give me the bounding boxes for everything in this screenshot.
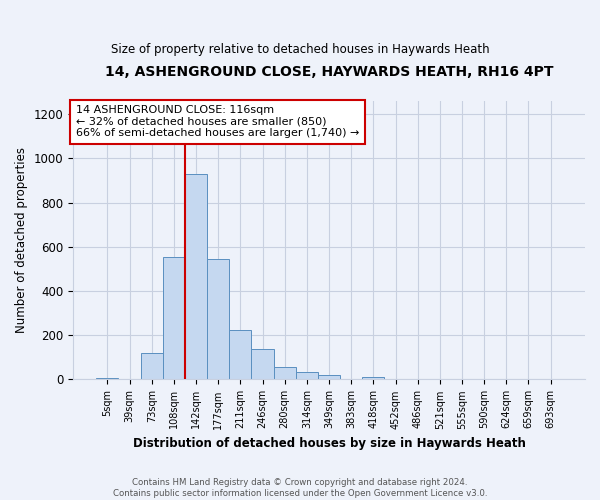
Bar bbox=[140, 353, 163, 380]
Bar bbox=[96, 378, 118, 380]
Bar bbox=[318, 374, 340, 380]
Y-axis label: Number of detached properties: Number of detached properties bbox=[15, 147, 28, 333]
Bar bbox=[362, 377, 385, 380]
Bar bbox=[296, 372, 318, 380]
Title: 14, ASHENGROUND CLOSE, HAYWARDS HEATH, RH16 4PT: 14, ASHENGROUND CLOSE, HAYWARDS HEATH, R… bbox=[105, 65, 553, 79]
X-axis label: Distribution of detached houses by size in Haywards Heath: Distribution of detached houses by size … bbox=[133, 437, 526, 450]
Bar bbox=[185, 174, 207, 380]
Bar bbox=[229, 330, 251, 380]
Bar bbox=[251, 348, 274, 380]
Bar bbox=[163, 257, 185, 380]
Text: 14 ASHENGROUND CLOSE: 116sqm
← 32% of detached houses are smaller (850)
66% of s: 14 ASHENGROUND CLOSE: 116sqm ← 32% of de… bbox=[76, 105, 359, 138]
Text: Contains HM Land Registry data © Crown copyright and database right 2024.
Contai: Contains HM Land Registry data © Crown c… bbox=[113, 478, 487, 498]
Bar bbox=[207, 259, 229, 380]
Bar bbox=[274, 367, 296, 380]
Text: Size of property relative to detached houses in Haywards Heath: Size of property relative to detached ho… bbox=[110, 42, 490, 56]
